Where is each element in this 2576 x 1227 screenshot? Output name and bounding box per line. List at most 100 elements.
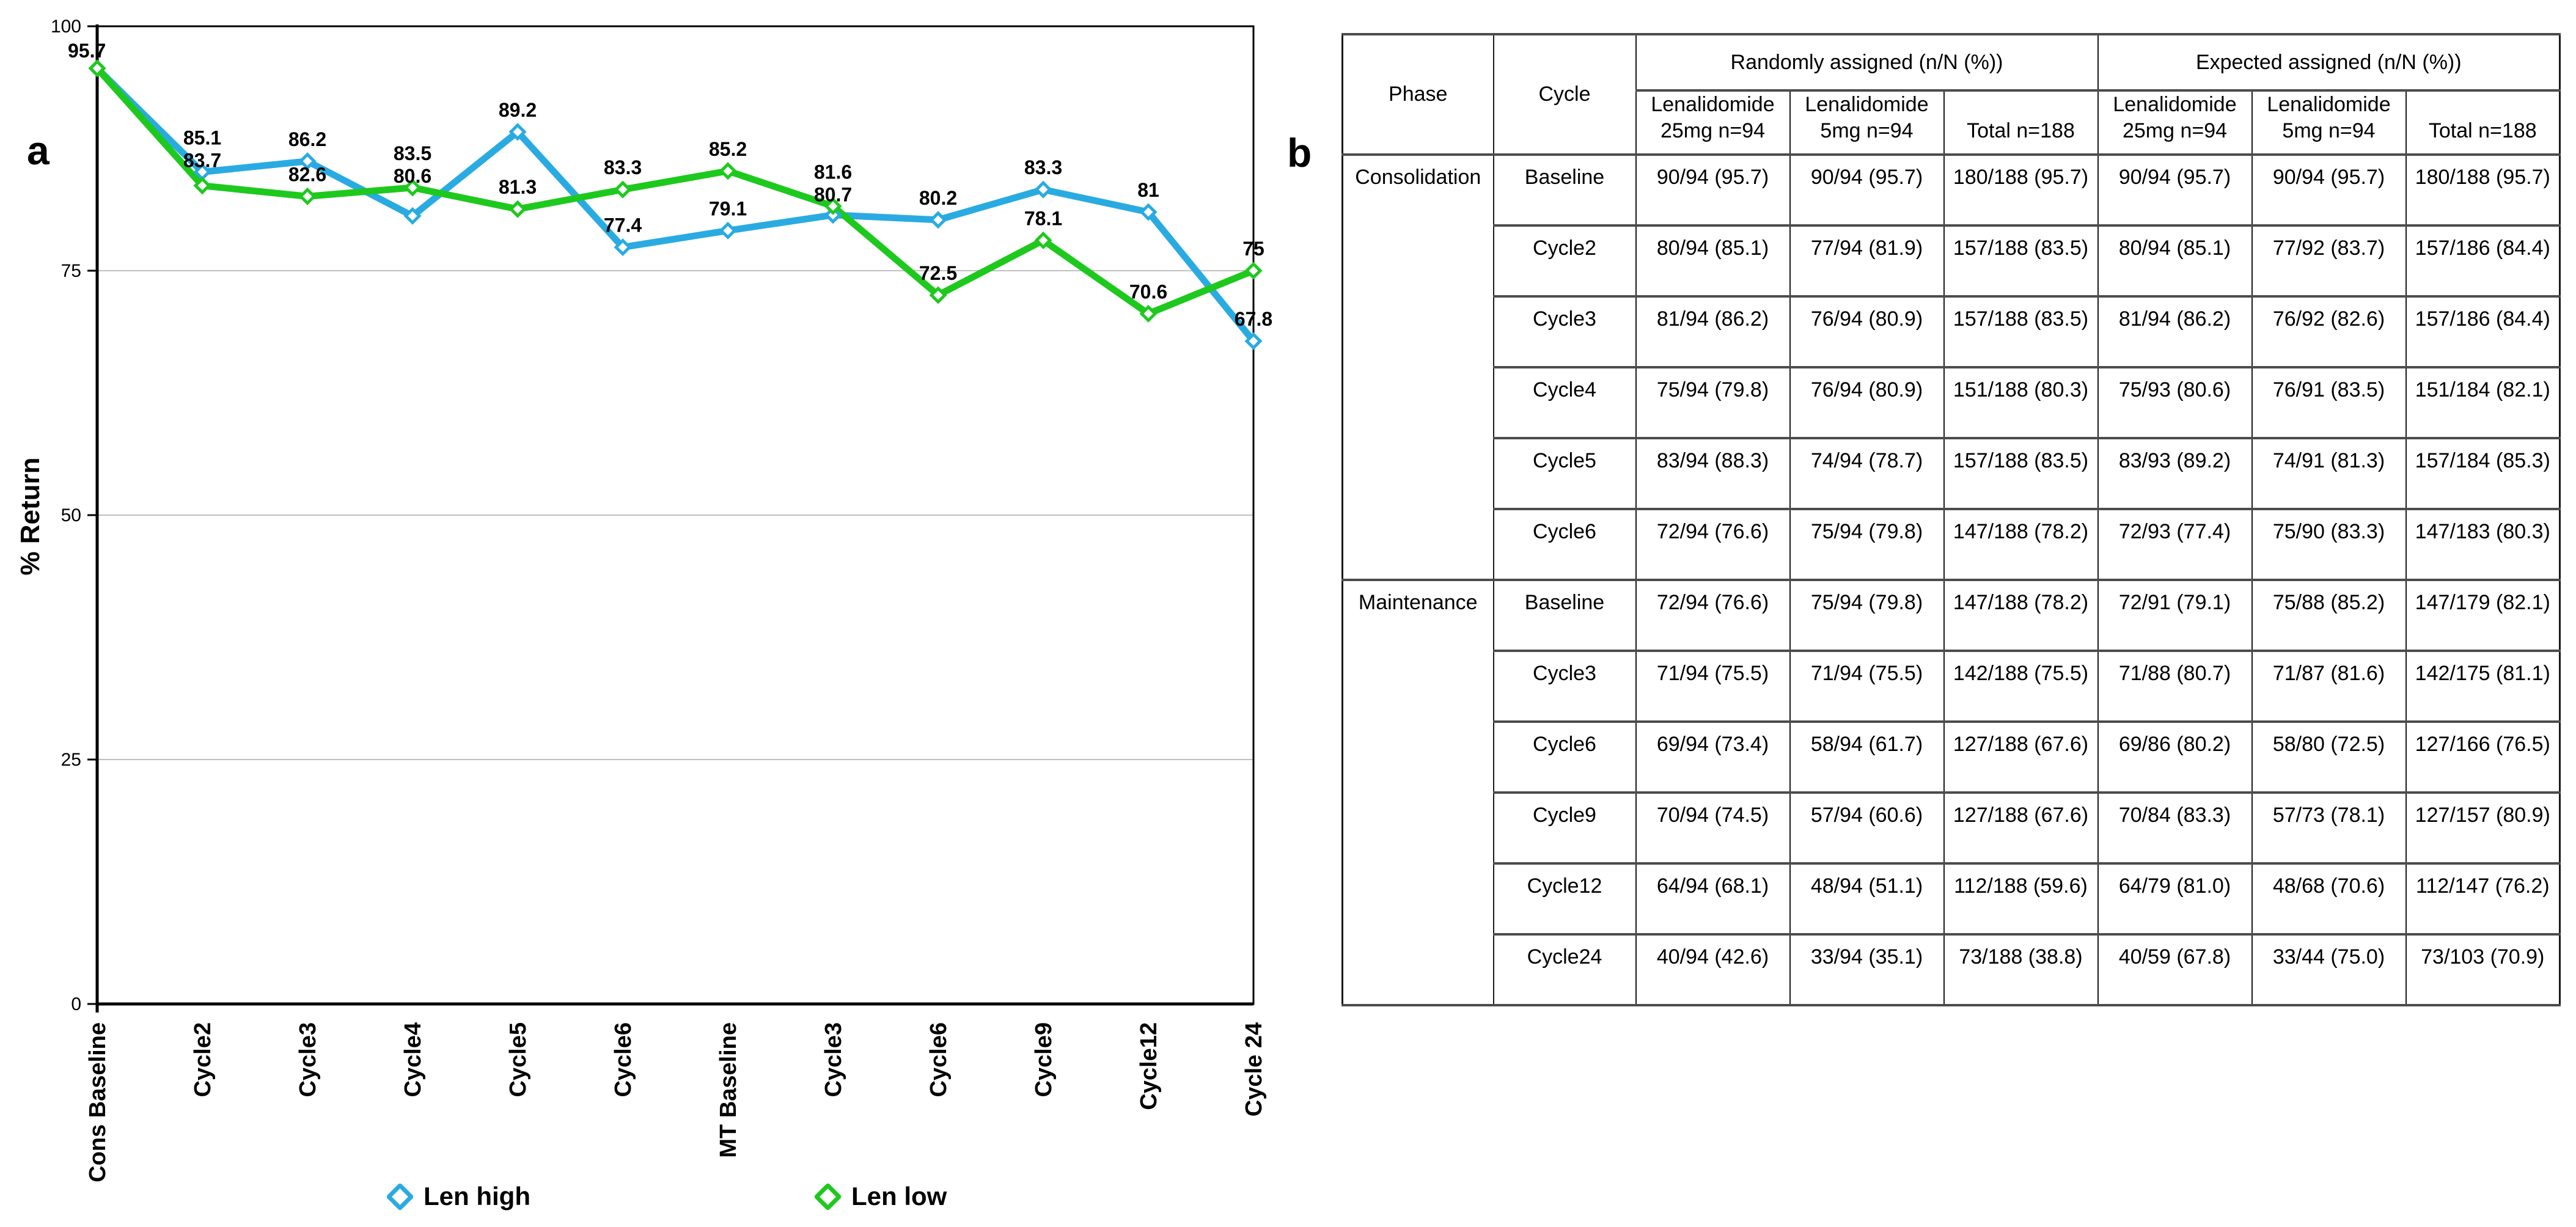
value-cell: 81/94 (86.2): [2097, 295, 2253, 368]
len-low-marker: [1034, 231, 1052, 249]
table-row: Cycle12 64/94 (68.1) 48/94 (51.1) 112/188 (…: [1343, 862, 2561, 936]
value-cell: 157/184 (85.3): [2405, 437, 2561, 510]
value-cell: 71/88 (80.7): [2097, 650, 2253, 723]
value-cell: 127/188 (67.6): [1943, 720, 2099, 794]
len-high-diamond-icon: [386, 1182, 414, 1211]
data-label: 75: [1242, 238, 1264, 260]
value-cell: 90/94 (95.7): [1635, 153, 1791, 227]
data-label: 82.6: [288, 163, 326, 185]
data-label: 95.7: [68, 40, 106, 62]
value-cell: 48/94 (51.1): [1789, 862, 1945, 936]
return-chart-panel: 0 25 50 75 100 Cons Baseline Cycle2 Cycle3 Cycle…: [15, 16, 1272, 1211]
value-cell: 151/188 (80.3): [1943, 366, 2099, 439]
len-low-marker: [929, 286, 947, 304]
cycle-cell: Cycle12: [1492, 862, 1637, 936]
data-label: 85.1: [183, 126, 221, 148]
len-low-marker: [824, 197, 842, 215]
len-high-marker: [614, 238, 632, 257]
value-cell: 157/186 (84.4): [2405, 295, 2561, 368]
x-axis-label: Cycle2: [190, 1022, 216, 1097]
x-axis-label: Cycle6: [611, 1022, 636, 1097]
x-axis-label: MT Baseline: [716, 1022, 741, 1158]
x-axis-label: Cycle3: [295, 1022, 321, 1097]
value-cell: 77/94 (81.9): [1789, 224, 1945, 298]
value-cell: 157/188 (83.5): [1943, 437, 2099, 510]
len-high-marker: [508, 123, 527, 141]
value-cell: 57/73 (78.1): [2251, 791, 2407, 865]
table-row: Maintenance Baseline 72/94 (76.6) 75/94 (79…: [1341, 579, 2561, 1006]
header-group-row: Phase Cycle Randomly assigned (n/N (%)) Exp…: [1341, 33, 2561, 156]
col-header-cycle: Cycle: [1492, 33, 1637, 156]
data-label: 70.6: [1129, 280, 1167, 302]
value-cell: 90/94 (95.7): [2251, 153, 2407, 227]
value-cell: 70/94 (74.5): [1635, 791, 1791, 865]
len-low-marker: [298, 187, 317, 205]
table-row: Consolidation Baseline 90/94 (95.7) 90/94 (…: [1341, 153, 2561, 581]
legend-item-len-low: Len low: [813, 1182, 947, 1211]
value-cell: 90/94 (95.7): [2097, 153, 2253, 227]
cycle-cell: Cycle6: [1492, 508, 1637, 581]
len-high-marker: [929, 211, 947, 229]
legend-label-len-high: Len high: [424, 1182, 530, 1211]
x-axis-label: Cycle12: [1136, 1022, 1162, 1110]
legend-label-len-low: Len low: [851, 1182, 947, 1211]
value-cell: 75/88 (85.2): [2251, 579, 2407, 652]
cycle-cell: Cycle6: [1492, 720, 1637, 794]
value-cell: 180/188 (95.7): [2405, 153, 2561, 227]
cycle-cell: Cycle5: [1492, 437, 1637, 510]
value-cell: 57/94 (60.6): [1789, 791, 1945, 865]
x-axis-label: Cycle6: [926, 1022, 952, 1097]
col-subheader-random-1: Lenalidomide 5mg n=94: [1789, 89, 1945, 156]
value-cell: 72/94 (76.6): [1635, 579, 1791, 652]
table-row: Cycle2 80/94 (85.1) 77/94 (81.9) 157/188 (8…: [1343, 224, 2561, 298]
value-cell: 157/188 (83.5): [1943, 295, 2099, 368]
data-label: 81.6: [814, 161, 852, 183]
len-high-marker: [1034, 180, 1052, 199]
phase-cell: Maintenance: [1341, 579, 1494, 1006]
table-row: Cycle6 69/94 (73.4) 58/94 (61.7) 127/188 (6…: [1343, 720, 2561, 794]
panel-b-label: b: [1287, 130, 1312, 175]
len-high-marker: [298, 152, 317, 170]
table-row: Cycle6 72/94 (76.6) 75/94 (79.8) 147/188 (7…: [1343, 508, 2561, 581]
value-cell: 112/188 (59.6): [1943, 862, 2099, 936]
x-axis-label: Cycle9: [1031, 1022, 1057, 1097]
y-tick-label: 100: [51, 16, 81, 37]
data-label: 83.5: [394, 142, 431, 164]
value-cell: 74/94 (78.7): [1789, 437, 1945, 510]
value-cell: 76/94 (80.9): [1789, 366, 1945, 439]
cycle-cell: Cycle3: [1492, 650, 1637, 723]
value-cell: 90/94 (95.7): [1789, 153, 1945, 227]
data-label: 77.4: [604, 214, 642, 236]
value-cell: 151/184 (82.1): [2405, 366, 2561, 439]
value-cell: 75/94 (79.8): [1635, 366, 1791, 439]
data-label: 86.2: [288, 128, 326, 150]
col-subheader-expected-1: Lenalidomide 5mg n=94: [2251, 89, 2407, 156]
value-cell: 64/94 (68.1): [1635, 862, 1791, 936]
col-group-randomly-assigned: Randomly assigned (n/N (%)): [1635, 33, 2099, 92]
table-row: Cycle24 40/94 (42.6) 33/94 (35.1) 73/188 (3…: [1343, 933, 2561, 1006]
data-label: 72.5: [919, 262, 957, 284]
cycle-cell: Cycle2: [1492, 224, 1637, 298]
value-cell: 40/59 (67.8): [2097, 933, 2253, 1006]
value-cell: 142/175 (81.1): [2405, 650, 2561, 723]
value-cell: 180/188 (95.7): [1943, 153, 2099, 227]
cycle-cell: Cycle9: [1492, 791, 1637, 865]
len-low-diamond-icon: [813, 1182, 842, 1211]
return-line-chart: 0 25 50 75 100 Cons Baseline Cycle2 Cycle3 Cycle…: [51, 16, 1272, 1182]
data-label: 79.1: [709, 197, 747, 219]
y-tick-label: 50: [61, 505, 81, 526]
col-group-expected-assigned: Expected assigned (n/N (%)): [2097, 33, 2561, 92]
value-cell: 127/166 (76.5): [2405, 720, 2561, 794]
data-label: 80.2: [919, 187, 957, 209]
value-cell: 147/183 (80.3): [2405, 508, 2561, 581]
value-cell: 127/157 (80.9): [2405, 791, 2561, 865]
value-cell: 77/92 (83.7): [2251, 224, 2407, 298]
value-cell: 142/188 (75.5): [1943, 650, 2099, 723]
x-axis-label: Cycle 24: [1241, 1022, 1267, 1116]
len-high-marker: [719, 221, 737, 240]
value-cell: 48/68 (70.6): [2251, 862, 2407, 936]
header-sub-row: Lenalidomide 25mg n=94 Lenalidomide 5mg n…: [1343, 89, 2561, 156]
data-label: 83.3: [604, 156, 642, 178]
value-cell: 75/94 (79.8): [1789, 508, 1945, 581]
